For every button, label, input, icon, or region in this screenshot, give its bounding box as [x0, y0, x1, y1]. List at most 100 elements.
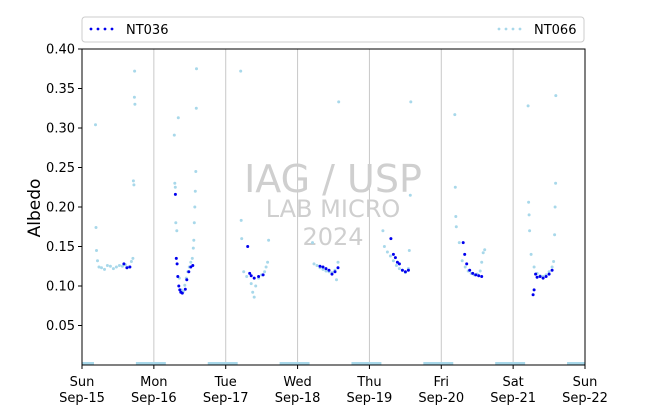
- data-point: [527, 213, 531, 217]
- legend-entry-nt036: NT036: [89, 23, 168, 38]
- data-point: [526, 104, 530, 108]
- data-point: [249, 274, 253, 278]
- data-point: [100, 266, 103, 270]
- data-point: [385, 250, 389, 254]
- data-point: [532, 265, 536, 269]
- data-point: [248, 271, 252, 275]
- data-point: [550, 265, 554, 269]
- watermark-line1: IAG / USP: [244, 157, 422, 201]
- legend-label-nt066: NT066: [534, 23, 576, 38]
- x-tick-label-date: Sep-17: [203, 391, 249, 406]
- data-point: [94, 123, 97, 127]
- data-point: [239, 69, 243, 73]
- data-point: [311, 241, 314, 245]
- data-point: [242, 270, 246, 274]
- data-point: [480, 275, 484, 278]
- data-point: [406, 268, 410, 272]
- legend-box: [81, 16, 585, 43]
- data-point: [180, 291, 184, 295]
- data-point: [324, 269, 328, 273]
- x-tick-label-day: Tue: [214, 375, 237, 390]
- data-point: [95, 249, 98, 252]
- data-point: [394, 264, 398, 267]
- data-point: [183, 287, 187, 291]
- data-point: [125, 266, 129, 270]
- data-point: [266, 260, 270, 264]
- legend-marker: [518, 27, 522, 31]
- y-tick-label: 0.25: [46, 161, 75, 176]
- data-point: [460, 259, 464, 263]
- data-point: [481, 251, 485, 255]
- data-point: [94, 226, 98, 229]
- data-point: [388, 254, 392, 258]
- data-point: [176, 116, 180, 120]
- x-tick-label-date: Sep-18: [275, 391, 321, 406]
- data-point: [245, 275, 249, 278]
- data-point: [174, 256, 178, 260]
- data-point: [547, 272, 551, 276]
- data-point: [133, 102, 137, 106]
- data-point: [173, 185, 177, 189]
- data-point: [240, 237, 244, 241]
- data-point: [191, 264, 195, 267]
- data-point: [194, 106, 198, 110]
- y-tick-label: 0.40: [46, 43, 75, 58]
- data-point: [173, 181, 177, 185]
- y-tick-label: 0.15: [46, 240, 75, 255]
- data-point: [263, 270, 267, 274]
- data-point: [191, 246, 195, 250]
- x-tick-label-day: Sun: [70, 375, 95, 390]
- data-point: [246, 245, 250, 248]
- data-point: [403, 270, 407, 274]
- data-point: [252, 295, 256, 299]
- legend-marker: [103, 27, 107, 31]
- y-tick-label: 0.35: [46, 82, 75, 97]
- data-point: [544, 275, 548, 278]
- data-point: [550, 268, 554, 272]
- data-point: [114, 265, 118, 269]
- data-point: [457, 241, 461, 245]
- data-point: [531, 293, 535, 297]
- data-point: [187, 270, 191, 274]
- data-point: [468, 268, 472, 272]
- data-point: [463, 265, 467, 269]
- data-point: [553, 205, 557, 209]
- data-point: [195, 67, 198, 71]
- data-point: [312, 262, 316, 266]
- x-tick-label-day: Sat: [502, 375, 523, 390]
- data-point: [257, 275, 261, 278]
- data-point: [251, 290, 255, 294]
- data-point: [324, 267, 328, 271]
- legend-marker: [504, 27, 508, 31]
- data-point: [391, 252, 395, 256]
- data-point: [532, 288, 536, 292]
- data-point: [175, 229, 179, 233]
- vertical-gridlines: [153, 49, 514, 365]
- data-point: [192, 238, 196, 242]
- x-tick-label-day: Mon: [140, 375, 167, 390]
- data-point: [111, 267, 115, 271]
- legend-marker: [89, 27, 93, 31]
- data-point: [335, 278, 338, 282]
- plot-area: [82, 49, 585, 365]
- data-point: [471, 271, 475, 275]
- data-point: [131, 179, 135, 183]
- legend-label-nt036: NT036: [126, 23, 168, 38]
- data-point: [330, 272, 334, 276]
- data-point: [529, 252, 533, 256]
- x-tick-label-day: Sun: [573, 375, 598, 390]
- data-point: [131, 256, 135, 260]
- data-point: [478, 269, 482, 273]
- x-tick-label-date: Sep-15: [59, 391, 105, 406]
- data-point: [239, 218, 243, 222]
- data-point: [477, 274, 481, 278]
- data-point: [480, 260, 484, 264]
- data-point: [192, 221, 196, 225]
- data-point: [96, 259, 99, 263]
- x-tick-label-date: Sep-19: [347, 391, 393, 406]
- data-point: [132, 95, 136, 99]
- data-point: [97, 265, 101, 269]
- data-point: [129, 260, 133, 263]
- legend: NT036 NT066: [81, 16, 585, 43]
- data-point: [463, 252, 467, 256]
